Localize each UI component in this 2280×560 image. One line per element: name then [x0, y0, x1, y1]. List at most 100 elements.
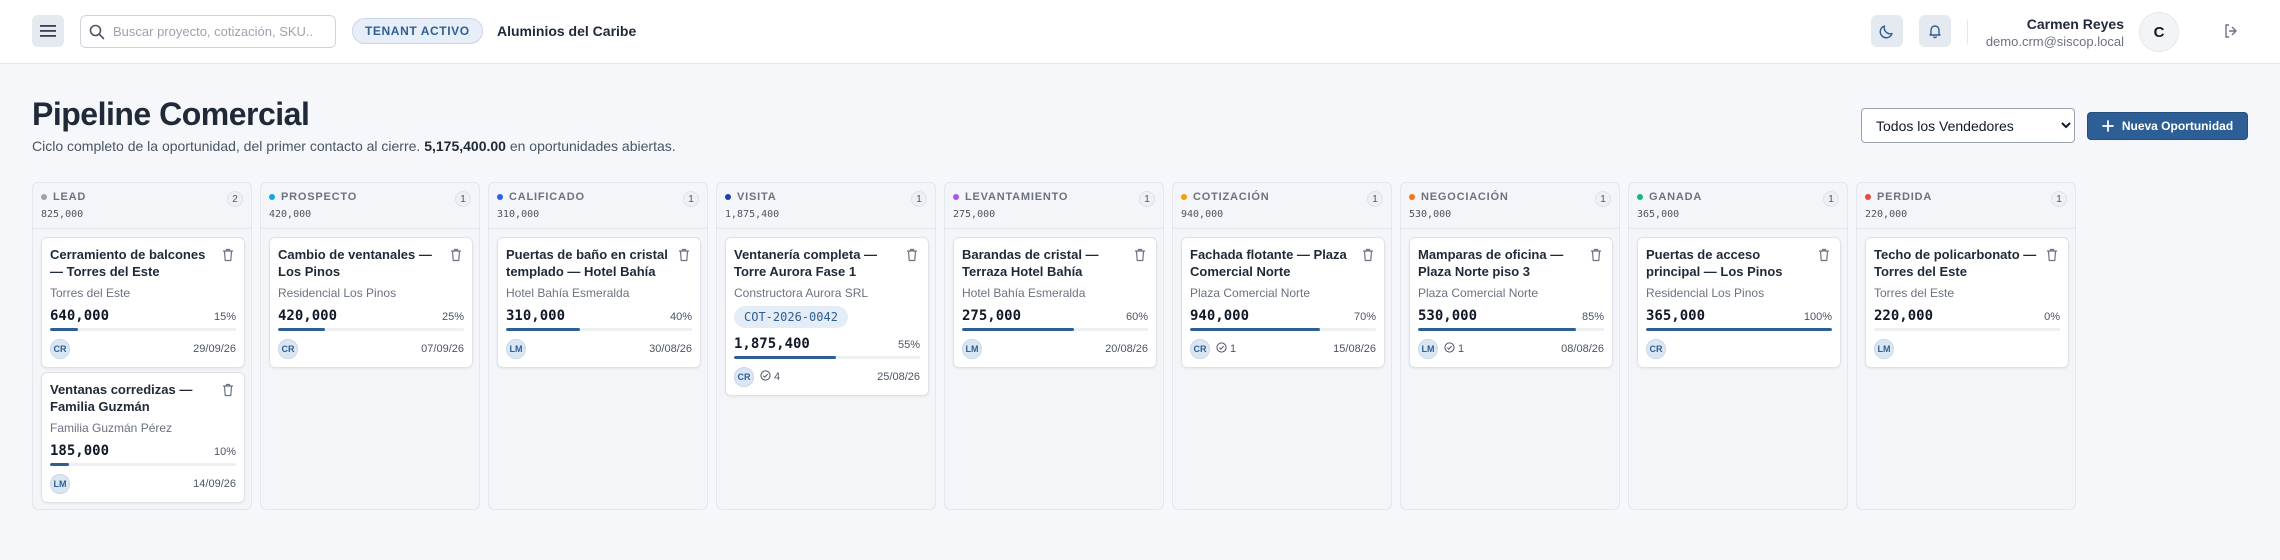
- card-amount: 365,000: [1646, 308, 1706, 324]
- hamburger-icon: [40, 25, 56, 37]
- column-count-badge: 1: [455, 191, 471, 207]
- column-total: 310,000: [497, 209, 540, 220]
- card-amount-row: 310,000 40%: [506, 308, 692, 324]
- card-footer: LM 1 08/08/26: [1418, 339, 1604, 359]
- delete-icon[interactable]: [1818, 248, 1830, 262]
- quote-chip[interactable]: COT-2026-0042: [734, 306, 848, 328]
- seller-filter-select[interactable]: Todos los Vendedores: [1861, 108, 2075, 143]
- card-client: Hotel Bahía Esmeralda: [506, 286, 630, 300]
- delete-icon[interactable]: [678, 248, 690, 262]
- delete-icon[interactable]: [1590, 248, 1602, 262]
- column-total: 275,000: [953, 209, 996, 220]
- card-title: Ventanería completa — Torre Aurora Fase …: [734, 247, 878, 279]
- task-check-icon: [1216, 342, 1227, 356]
- opportunity-card[interactable]: Mamparas de oficina — Plaza Norte piso 3…: [1409, 237, 1613, 368]
- column-header: GANADA 1 365,000: [1629, 183, 1847, 229]
- card-probability: 60%: [1125, 311, 1148, 323]
- pipeline-column-6: NEGOCIACIÓN 1 530,000 Mamparas de oficina —…: [1400, 182, 1620, 510]
- card-footer-left: LM 1: [1418, 339, 1464, 359]
- opportunity-card[interactable]: Cambio de ventanales — Los Pinos Residenc…: [269, 237, 473, 368]
- column-name: CALIFICADO: [509, 191, 585, 203]
- search-icon: [89, 24, 105, 39]
- opportunity-card[interactable]: Cerramiento de balcones — Torres del Est…: [41, 237, 245, 368]
- user-email: demo.crm@siscop.local: [1985, 34, 2124, 49]
- opportunity-card[interactable]: Techo de policarbonato — Torres del Este…: [1865, 237, 2069, 368]
- card-client: Torres del Este: [50, 286, 131, 300]
- top-bar: TENANT ACTIVO Aluminios del Caribe Carme…: [0, 0, 2280, 64]
- opportunity-card[interactable]: Puertas de acceso principal — Los Pinos R…: [1637, 237, 1841, 368]
- logout-button[interactable]: [2218, 18, 2244, 44]
- column-total: 940,000: [1181, 209, 1224, 220]
- task-count: 1: [1444, 342, 1464, 356]
- column-title: LEAD: [41, 191, 243, 203]
- column-total: 220,000: [1865, 209, 1908, 220]
- notifications-button[interactable]: [1919, 15, 1951, 47]
- card-probability: 40%: [669, 311, 692, 323]
- delete-icon[interactable]: [1134, 248, 1146, 262]
- delete-icon[interactable]: [1362, 248, 1374, 262]
- delete-icon[interactable]: [906, 248, 918, 262]
- plus-icon: [2101, 120, 2114, 132]
- stage-dot-icon: [1637, 194, 1643, 200]
- new-opportunity-button[interactable]: Nueva Oportunidad: [2087, 112, 2248, 140]
- user-avatar[interactable]: C: [2139, 12, 2179, 52]
- probability-bar-fill: [506, 328, 581, 331]
- card-footer: CR: [1646, 339, 1832, 359]
- card-amount: 310,000: [506, 308, 566, 324]
- delete-icon[interactable]: [2046, 248, 2058, 262]
- pipeline-column-2: CALIFICADO 1 310,000 Puertas de baño en cri…: [488, 182, 708, 510]
- logout-icon: [2225, 24, 2237, 38]
- card-amount: 530,000: [1418, 308, 1478, 324]
- opportunity-card[interactable]: Puertas de baño en cristal templado — Ho…: [497, 237, 701, 368]
- column-name: PROSPECTO: [281, 191, 358, 203]
- column-header: PERDIDA 1 220,000: [1857, 183, 2075, 229]
- card-client: Residencial Los Pinos: [1646, 286, 1765, 300]
- column-total: 825,000: [41, 209, 84, 220]
- card-footer: CR 07/09/26: [278, 339, 464, 359]
- card-client: Plaza Comercial Norte: [1190, 286, 1311, 300]
- card-close-date: 20/08/26: [1105, 343, 1148, 355]
- column-name: PERDIDA: [1877, 191, 1933, 203]
- owner-avatar: LM: [962, 339, 982, 359]
- probability-bar: [278, 328, 464, 331]
- card-close-date: 14/09/26: [193, 478, 236, 490]
- theme-toggle-button[interactable]: [1871, 15, 1903, 47]
- search-input[interactable]: [113, 24, 313, 39]
- card-amount: 185,000: [50, 443, 110, 459]
- card-title: Fachada flotante — Plaza Comercial Norte: [1190, 247, 1347, 279]
- opportunity-card[interactable]: Ventanería completa — Torre Aurora Fase …: [725, 237, 929, 396]
- opportunity-card[interactable]: Barandas de cristal — Terraza Hotel Bahí…: [953, 237, 1157, 368]
- probability-bar-fill: [1418, 328, 1577, 331]
- card-amount: 1,875,400: [734, 336, 810, 352]
- column-header: VISITA 1 1,875,400: [717, 183, 935, 229]
- stage-dot-icon: [1181, 194, 1187, 200]
- card-footer: CR 1 15/08/26: [1190, 339, 1376, 359]
- task-count-value: 1: [1458, 343, 1465, 355]
- bell-icon: [1929, 25, 1941, 39]
- task-count: 1: [1216, 342, 1236, 356]
- card-title: Cerramiento de balcones — Torres del Est…: [50, 247, 206, 279]
- opportunity-card[interactable]: Fachada flotante — Plaza Comercial Norte…: [1181, 237, 1385, 368]
- column-name: VISITA: [737, 191, 777, 203]
- delete-icon[interactable]: [450, 248, 462, 262]
- pipeline-column-0: LEAD 2 825,000 Cerramiento de balcones — To…: [32, 182, 252, 510]
- owner-avatar: CR: [278, 339, 298, 359]
- new-opportunity-label: Nueva Oportunidad: [2121, 119, 2234, 133]
- card-footer: LM 20/08/26: [962, 339, 1148, 359]
- card-client: Torres del Este: [1874, 286, 1955, 300]
- card-probability: 15%: [213, 311, 236, 323]
- header-divider: [1967, 20, 1968, 44]
- column-name: LEAD: [53, 191, 87, 203]
- menu-toggle-button[interactable]: [32, 15, 64, 47]
- probability-bar: [1418, 328, 1604, 331]
- column-header: COTIZACIÓN 1 940,000: [1173, 183, 1391, 229]
- opportunity-card[interactable]: Ventanas corredizas — Familia Guzmán Fami…: [41, 372, 245, 503]
- column-count-badge: 1: [2051, 191, 2067, 207]
- column-name: COTIZACIÓN: [1193, 191, 1270, 203]
- delete-icon[interactable]: [222, 383, 234, 397]
- column-count-badge: 1: [911, 191, 927, 207]
- card-title: Cambio de ventanales — Los Pinos: [278, 247, 432, 279]
- card-footer: CR 4 25/08/26: [734, 367, 920, 387]
- column-title: PERDIDA: [1865, 191, 2067, 203]
- delete-icon[interactable]: [222, 248, 234, 262]
